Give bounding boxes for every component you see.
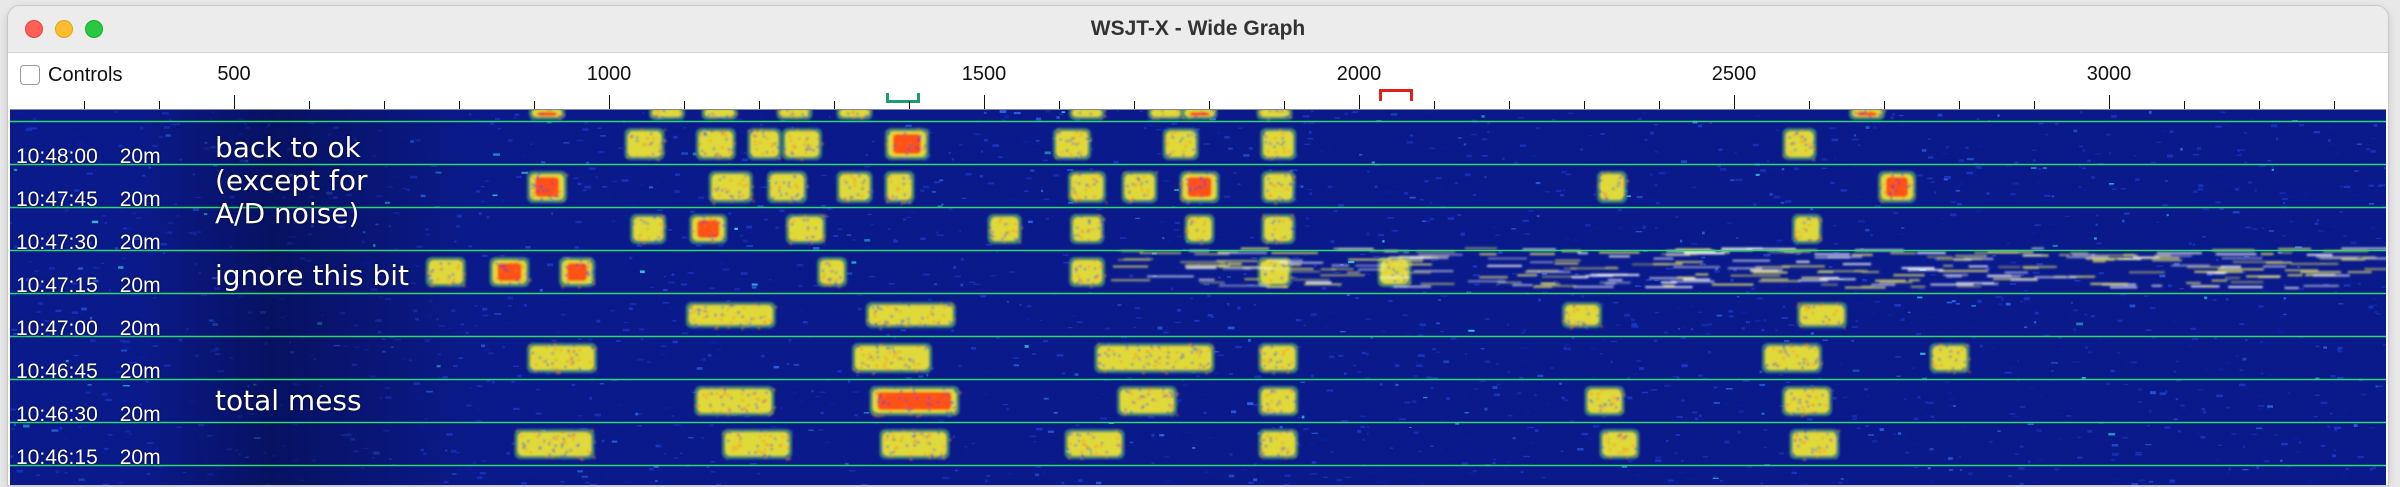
row-timestamp: 10:47:30 20m [16,231,161,255]
scale-tick [684,101,685,109]
controls-checkbox[interactable] [20,65,40,85]
annotation-line: (except for [215,164,368,197]
scale-tick [1134,101,1135,109]
scale-tick [234,95,235,109]
controls-toggle[interactable]: Controls [20,63,122,87]
waterfall-spectrogram [10,110,2386,485]
minimize-window-button[interactable] [55,20,73,38]
scale-tick [1209,101,1210,109]
scale-tick [309,101,310,109]
row-band: 20m [119,188,161,211]
scale-tick [1884,101,1885,109]
scale-tick [609,95,610,109]
maximize-window-button[interactable] [85,20,103,38]
scale-tick [2184,101,2185,109]
row-timestamp: 10:47:00 20m [16,317,161,341]
row-time: 10:46:30 [16,403,98,426]
scale-tick [2259,101,2260,109]
scale-tick [834,101,835,109]
scale-tick [1359,95,1360,109]
scale-tick [1659,101,1660,109]
scale-tick [1809,101,1810,109]
wide-graph-window: WSJT-X - Wide Graph Controls 500 1000 15… [8,6,2388,485]
scale-tick [1734,95,1735,109]
freq-label-3000: 3000 [2086,63,2132,85]
row-band: 20m [119,317,161,340]
scale-tick [2109,95,2110,109]
scale-tick [759,101,760,109]
scale-tick [1584,101,1585,109]
row-time: 10:46:45 [16,360,98,383]
waterfall-display[interactable]: 10:48:00 20m 10:47:45 20m 10:47:30 20m 10:4… [10,110,2386,485]
scale-tick [534,101,535,109]
close-window-button[interactable] [25,20,43,38]
row-timestamp: 10:46:45 20m [16,360,161,384]
frequency-scale[interactable]: Controls 500 1000 1500 2000 2500 3000 [10,53,2386,110]
scale-tick [984,95,985,109]
row-time: 10:47:30 [16,231,98,254]
row-time: 10:46:15 [16,446,98,469]
scale-tick [1959,101,1960,109]
title-bar[interactable]: WSJT-X - Wide Graph [8,6,2388,53]
annotation-line: ignore this bit [215,259,409,292]
scale-tick [459,101,460,109]
scale-tick [1284,101,1285,109]
scale-tick [1434,101,1435,109]
row-band: 20m [119,403,161,426]
scale-tick [384,101,385,109]
annotation-line: total mess [215,384,362,417]
noise-streaks [1111,247,2386,289]
row-time: 10:47:45 [16,188,98,211]
row-band: 20m [119,231,161,254]
scale-tick [2034,101,2035,109]
freq-label-2000: 2000 [1336,63,1382,85]
waterfall-signals [425,110,1971,461]
freq-label-1000: 1000 [586,63,632,85]
row-timestamp: 10:47:45 20m [16,188,161,212]
scale-tick [1509,101,1510,109]
row-time: 10:48:00 [16,145,98,168]
row-timestamp: 10:48:00 20m [16,145,161,169]
scale-tick [909,101,910,109]
scale-tick [159,101,160,109]
controls-label: Controls [48,63,123,86]
scale-tick [2334,101,2335,109]
row-timestamp: 10:46:15 20m [16,446,161,470]
rx-frequency-marker[interactable] [886,93,920,103]
row-time: 10:47:15 [16,274,98,297]
annotation-line: back to ok [215,131,361,164]
scale-tick [1059,101,1060,109]
row-band: 20m [119,274,161,297]
annotation-line: A/D noise) [215,197,360,230]
row-band: 20m [119,145,161,168]
row-time: 10:47:00 [16,317,98,340]
row-separators [10,120,2386,467]
tx-frequency-marker[interactable] [1379,89,1413,101]
freq-label-2500: 2500 [1711,63,1757,85]
freq-label-1500: 1500 [961,63,1007,85]
window-title: WSJT-X - Wide Graph [1090,17,1306,40]
row-band: 20m [119,446,161,469]
row-timestamp: 10:46:30 20m [16,403,161,427]
scale-tick [84,101,85,109]
row-band: 20m [119,360,161,383]
freq-label-500: 500 [217,63,251,85]
row-timestamp: 10:47:15 20m [16,274,161,298]
